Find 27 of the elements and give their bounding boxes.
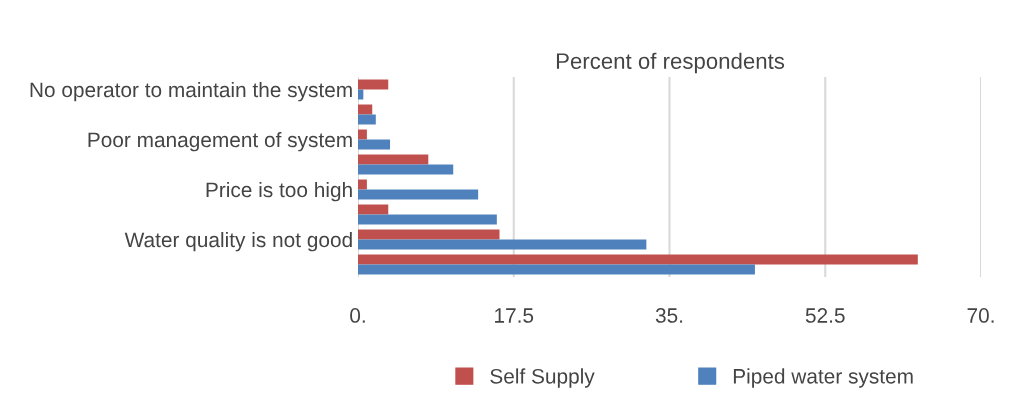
bar [358,79,389,90]
bar [358,204,389,215]
bar [358,139,391,150]
bar [358,189,479,200]
legend-label: Piped water system [733,368,913,388]
x-tick-label: 35. [655,308,683,323]
x-tick-label: 17.5 [495,308,534,323]
legend-label: Self Supply [490,368,595,388]
bar [358,179,367,190]
bar [358,129,367,140]
y-tick-label: Water quality is not good [124,231,352,252]
x-tick-label: 0. [350,308,365,323]
bar [358,254,918,265]
y-tick-label: No operator to maintain the system [30,81,352,102]
bar [358,154,429,165]
bar [358,239,647,250]
x-tick-label: 70. [967,308,994,323]
y-tick-label: Price is too high [206,181,352,202]
bar [358,104,373,115]
bar [358,229,500,240]
bar [358,164,454,175]
bar [358,114,376,125]
y-tick-label: Poor management of system [88,131,352,152]
bar [358,214,497,225]
bar [358,264,755,275]
x-tick-label: 52.5 [805,308,845,323]
chart-title: Percent of respondents [556,52,785,74]
